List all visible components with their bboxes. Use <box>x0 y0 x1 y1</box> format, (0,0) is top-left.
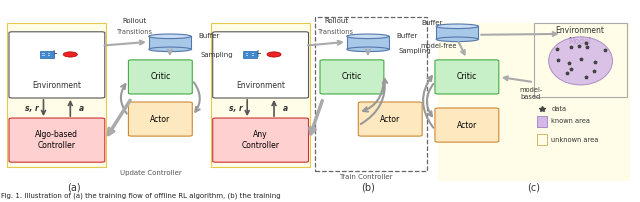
Text: model-
based: model- based <box>519 87 542 100</box>
Ellipse shape <box>436 24 478 28</box>
FancyBboxPatch shape <box>435 60 499 94</box>
Bar <box>42 55 45 56</box>
Text: Critic: Critic <box>342 73 362 81</box>
Ellipse shape <box>347 34 389 39</box>
Ellipse shape <box>347 47 389 52</box>
FancyBboxPatch shape <box>129 60 192 94</box>
Text: data: data <box>551 106 566 112</box>
Bar <box>246 53 248 54</box>
Text: Sampling: Sampling <box>200 52 233 58</box>
Bar <box>40 51 54 58</box>
Text: Fig. 1. Illustration of (a) the training flow of offline RL algorithm, (b) the t: Fig. 1. Illustration of (a) the training… <box>1 193 280 199</box>
Text: Environment: Environment <box>33 81 81 90</box>
Text: (a): (a) <box>67 182 81 192</box>
Text: Algo-based
Controller: Algo-based Controller <box>35 130 78 150</box>
Text: Sampling: Sampling <box>399 48 431 54</box>
Text: Train Controller: Train Controller <box>339 174 393 180</box>
Bar <box>246 55 248 56</box>
Text: Critic: Critic <box>150 73 170 81</box>
Text: +: + <box>49 49 57 59</box>
Text: Buffer: Buffer <box>397 33 418 39</box>
Text: a: a <box>283 103 288 113</box>
Bar <box>347 36 389 49</box>
Text: Update Controller: Update Controller <box>120 170 182 176</box>
Bar <box>7 23 106 167</box>
Text: Environment: Environment <box>236 81 285 90</box>
FancyBboxPatch shape <box>9 32 105 98</box>
FancyBboxPatch shape <box>435 108 499 142</box>
Ellipse shape <box>149 47 191 52</box>
Text: model-free: model-free <box>420 43 456 49</box>
Bar <box>252 55 254 56</box>
Text: Actor: Actor <box>150 115 170 124</box>
FancyBboxPatch shape <box>212 118 308 162</box>
Text: Buffer: Buffer <box>198 33 220 39</box>
Text: Any
Controller: Any Controller <box>242 130 280 150</box>
Text: Critic: Critic <box>457 73 477 81</box>
FancyBboxPatch shape <box>129 102 192 136</box>
Text: Actor: Actor <box>380 115 401 124</box>
Text: known area: known area <box>551 118 590 124</box>
Text: e: e <box>67 50 73 59</box>
Text: Transitions: Transitions <box>318 29 354 35</box>
Bar <box>252 53 254 54</box>
FancyBboxPatch shape <box>212 32 308 98</box>
Bar <box>48 55 50 56</box>
Text: Buffer: Buffer <box>421 20 442 26</box>
Bar <box>436 26 478 39</box>
Bar <box>315 17 427 171</box>
FancyBboxPatch shape <box>358 102 422 136</box>
Bar <box>537 116 547 127</box>
FancyBboxPatch shape <box>320 60 384 94</box>
Text: Transitions: Transitions <box>117 29 153 35</box>
Text: a: a <box>79 103 84 113</box>
Text: (b): (b) <box>361 182 375 192</box>
Bar <box>438 23 630 181</box>
Ellipse shape <box>149 34 191 39</box>
Bar <box>211 23 310 167</box>
Bar <box>149 36 191 49</box>
Text: s, r: s, r <box>25 103 39 113</box>
Bar <box>243 51 257 58</box>
Ellipse shape <box>436 37 478 42</box>
Text: (c): (c) <box>527 182 540 192</box>
Bar <box>48 53 50 54</box>
Text: Rollout: Rollout <box>123 18 147 24</box>
Text: +: + <box>253 49 260 59</box>
Text: unknown area: unknown area <box>551 137 598 143</box>
Text: s, r: s, r <box>228 103 243 113</box>
Bar <box>537 134 547 145</box>
Text: Environment
Model: Environment Model <box>556 26 605 46</box>
Ellipse shape <box>267 52 281 57</box>
FancyBboxPatch shape <box>9 118 105 162</box>
Bar <box>42 53 45 54</box>
Text: Actor: Actor <box>457 121 477 129</box>
Bar <box>534 23 627 97</box>
Ellipse shape <box>63 52 77 57</box>
Text: Rollout: Rollout <box>324 18 348 24</box>
Ellipse shape <box>548 37 612 85</box>
Text: e: e <box>271 50 277 59</box>
